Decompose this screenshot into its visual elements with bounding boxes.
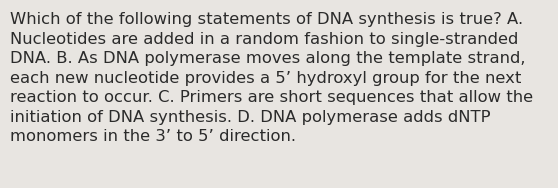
Text: Which of the following statements of DNA synthesis is true? A.
Nucleotides are a: Which of the following statements of DNA…	[10, 12, 533, 144]
